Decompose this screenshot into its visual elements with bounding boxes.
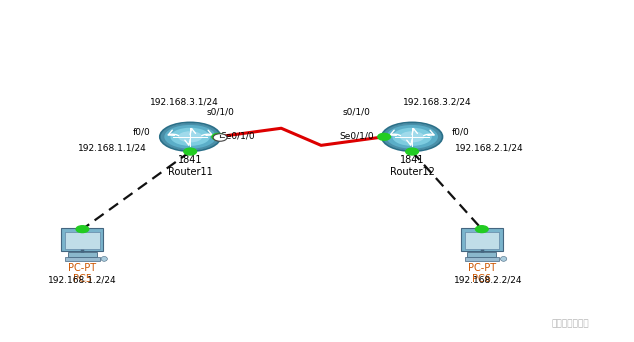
Text: f0/0: f0/0 bbox=[133, 127, 150, 136]
Text: s0/1/0: s0/1/0 bbox=[342, 107, 370, 116]
Text: 192.168.1.2/24: 192.168.1.2/24 bbox=[48, 275, 117, 284]
Ellipse shape bbox=[160, 123, 221, 151]
Text: 192.168.3.2/24: 192.168.3.2/24 bbox=[403, 98, 472, 107]
Text: 网络技术干货圈: 网络技术干货圈 bbox=[552, 319, 590, 328]
Circle shape bbox=[184, 148, 197, 155]
Ellipse shape bbox=[386, 125, 438, 149]
FancyBboxPatch shape bbox=[61, 228, 103, 251]
Circle shape bbox=[76, 226, 89, 233]
Text: 1841
Router12: 1841 Router12 bbox=[390, 155, 434, 176]
Text: 192.168.1.1/24: 192.168.1.1/24 bbox=[79, 144, 147, 153]
FancyBboxPatch shape bbox=[467, 252, 496, 257]
Text: f0/0: f0/0 bbox=[452, 127, 470, 136]
Text: 192.168.2.1/24: 192.168.2.1/24 bbox=[455, 144, 524, 153]
Ellipse shape bbox=[171, 128, 210, 146]
FancyBboxPatch shape bbox=[65, 232, 100, 249]
Ellipse shape bbox=[164, 125, 216, 149]
Circle shape bbox=[406, 148, 418, 155]
FancyBboxPatch shape bbox=[65, 257, 100, 261]
Circle shape bbox=[212, 133, 224, 140]
Circle shape bbox=[378, 133, 391, 140]
Text: 192.168.3.1/24: 192.168.3.1/24 bbox=[150, 98, 218, 107]
FancyBboxPatch shape bbox=[461, 228, 503, 251]
Text: s0/1/0: s0/1/0 bbox=[206, 107, 234, 116]
Ellipse shape bbox=[392, 128, 432, 146]
Text: PC-PT
PC5: PC-PT PC5 bbox=[68, 263, 96, 284]
FancyBboxPatch shape bbox=[68, 252, 97, 257]
Text: 1841
Router11: 1841 Router11 bbox=[168, 155, 212, 176]
Ellipse shape bbox=[400, 131, 424, 142]
Circle shape bbox=[213, 134, 227, 141]
Circle shape bbox=[476, 226, 488, 233]
Text: 192.168.2.2/24: 192.168.2.2/24 bbox=[454, 275, 522, 284]
Ellipse shape bbox=[500, 256, 507, 261]
Text: Se0/1/0: Se0/1/0 bbox=[339, 132, 374, 141]
Text: PC-PT
PC6: PC-PT PC6 bbox=[468, 263, 496, 284]
FancyBboxPatch shape bbox=[465, 257, 499, 261]
Ellipse shape bbox=[101, 256, 107, 261]
Text: Se0/1/0: Se0/1/0 bbox=[221, 132, 256, 141]
Ellipse shape bbox=[178, 131, 202, 142]
Ellipse shape bbox=[382, 123, 443, 151]
FancyBboxPatch shape bbox=[465, 232, 499, 249]
